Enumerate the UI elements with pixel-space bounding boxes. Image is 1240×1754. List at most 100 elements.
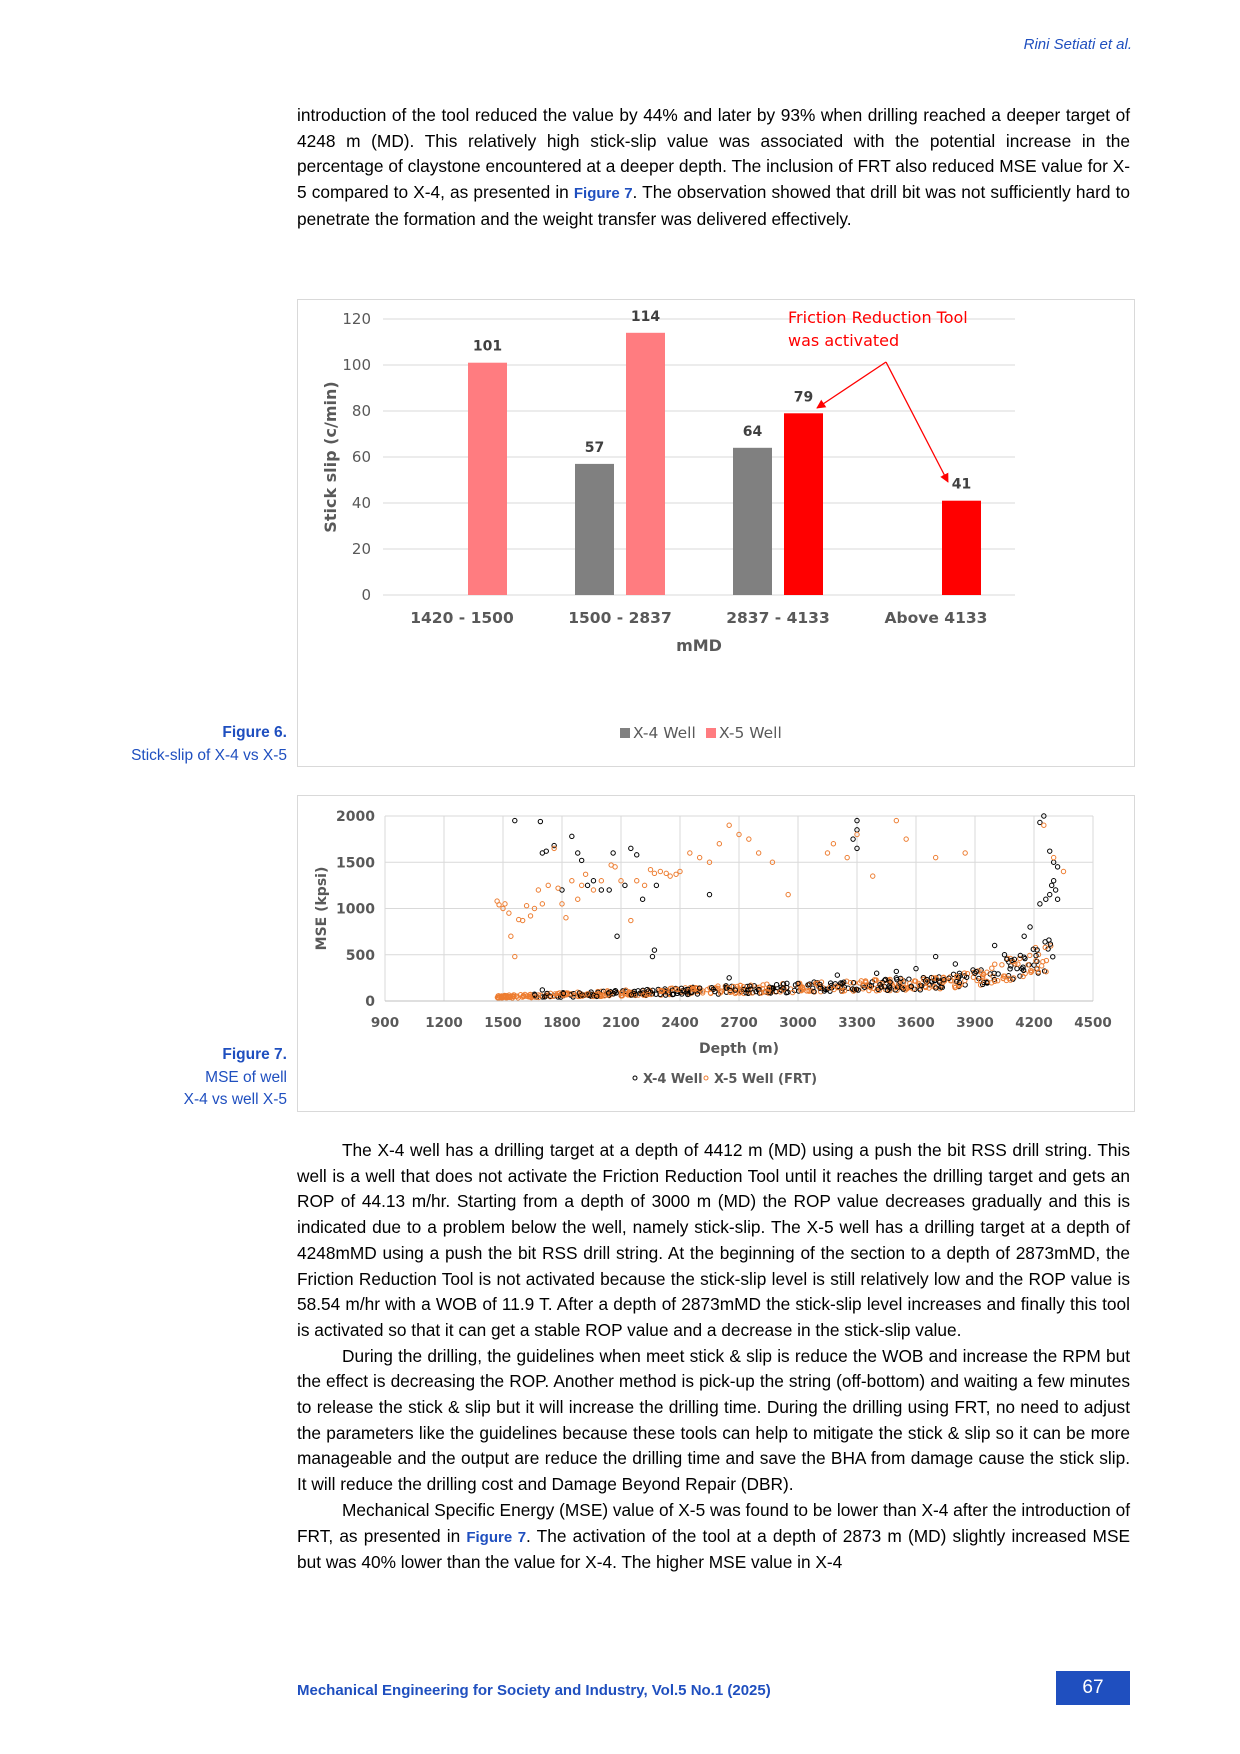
- scatter-dense-band: [494, 937, 1056, 1001]
- x5-point: [769, 859, 776, 865]
- paragraph-text-a: introduction of the tool reduced the val…: [297, 105, 1130, 203]
- x5-point: [651, 870, 658, 877]
- x4-point: [1049, 882, 1055, 889]
- x5-point: [940, 974, 947, 981]
- x4-point: [908, 983, 915, 989]
- x5-point: [1033, 958, 1039, 964]
- x4-point: [1021, 933, 1027, 939]
- x5-point: [579, 993, 585, 999]
- x4-point: [727, 987, 733, 994]
- y-tick-label: 1500: [336, 855, 375, 871]
- x4-point: [938, 984, 944, 990]
- x5-point: [839, 988, 846, 994]
- x4-point: [853, 986, 860, 992]
- x4-point: [941, 977, 947, 983]
- x4-point: [747, 983, 753, 989]
- legend-swatch-1: [706, 728, 716, 738]
- annotation-line-1: Friction Reduction Tool: [788, 308, 968, 327]
- x5-point: [527, 913, 534, 919]
- data-label: 114: [631, 309, 660, 325]
- y-tick-label: 2000: [336, 809, 375, 825]
- bar-x-4-well-1: [575, 463, 614, 595]
- x-tick-label: 4500: [1074, 1015, 1112, 1031]
- x-tick-label: Above 4133: [885, 609, 988, 627]
- x5-point: [706, 859, 713, 865]
- x4-point: [897, 979, 903, 985]
- x5-point: [1028, 969, 1034, 976]
- x4-point: [1050, 954, 1056, 960]
- x4-point: [932, 953, 939, 960]
- x5-point: [930, 975, 937, 981]
- x5-point: [1015, 961, 1021, 967]
- x5-point: [947, 974, 953, 980]
- legend-label-x5: X-5 Well (FRT): [714, 1072, 817, 1087]
- x4-point: [684, 991, 691, 998]
- x4-point: [605, 990, 612, 996]
- x5-point: [926, 985, 932, 991]
- x5-point: [700, 988, 706, 994]
- x4-point: [805, 982, 811, 988]
- x4-point: [962, 982, 968, 988]
- x5-point: [498, 993, 504, 1000]
- x5-point: [961, 970, 968, 976]
- paragraph-stick-slip: introduction of the tool reduced the val…: [297, 103, 1130, 233]
- x5-point: [835, 984, 841, 991]
- paragraph-mse: Mechanical Specific Energy (MSE) value o…: [297, 1498, 1130, 1576]
- x4-point: [712, 988, 718, 995]
- legend-marker-x5: [703, 1075, 709, 1081]
- paragraph-x4-well: The X-4 well has a drilling target at a …: [297, 1140, 1130, 1340]
- x5-point: [519, 917, 526, 924]
- x5-point: [500, 905, 506, 912]
- x5-point: [539, 901, 546, 907]
- paragraph-text-b: . The observation showed that drill bit …: [297, 182, 1130, 229]
- x4-point: [1017, 952, 1024, 959]
- paragraph-mse-text-a: Mechanical Specific Energy (MSE) value o…: [297, 1499, 1130, 1546]
- x4-point: [551, 842, 557, 849]
- paragraph-guidelines: During the drilling, the guidelines when…: [297, 1345, 1130, 1495]
- x4-point: [1020, 967, 1027, 973]
- x-tick-label: 1500: [484, 1015, 522, 1031]
- x4-point: [543, 848, 549, 854]
- x5-point: [870, 873, 876, 879]
- x4-point: [1027, 924, 1033, 930]
- x4-point: [634, 852, 640, 858]
- x5-point: [830, 841, 837, 847]
- x4-point: [991, 970, 997, 977]
- x4-point: [542, 994, 548, 1000]
- x5-point: [862, 979, 868, 985]
- figure-7-reference[interactable]: Figure 7: [573, 185, 633, 203]
- x5-point: [1041, 822, 1047, 828]
- series-0: [512, 813, 1061, 993]
- x5-point: [847, 980, 854, 986]
- x4-point: [1037, 901, 1043, 907]
- x4-point: [795, 980, 801, 987]
- x5-point: [789, 989, 796, 996]
- x4-point: [913, 965, 919, 972]
- x5-point: [673, 871, 679, 877]
- x5-point: [1027, 952, 1033, 959]
- x5-point: [866, 987, 872, 994]
- x5-point: [699, 990, 706, 996]
- x4-point: [770, 985, 777, 992]
- x4-point: [1045, 946, 1051, 952]
- y-axis-title: Stick slip (c/min): [321, 381, 340, 532]
- figure-7-reference-2[interactable]: Figure 7: [466, 1528, 527, 1546]
- x4-point: [906, 976, 912, 982]
- data-label: 57: [585, 440, 604, 456]
- x5-point: [841, 987, 848, 994]
- y-tick-label: 1000: [336, 902, 375, 918]
- x4-point: [694, 991, 701, 997]
- y-tick-label: 100: [342, 356, 371, 374]
- x5-point: [932, 854, 939, 861]
- bar-x-5-well-3: [942, 500, 981, 595]
- x4-point: [590, 878, 597, 884]
- x4-point: [1037, 819, 1043, 826]
- x5-point: [726, 822, 732, 828]
- x4-point: [635, 988, 641, 994]
- x4-point: [839, 980, 845, 987]
- x5-point: [764, 981, 770, 987]
- x5-point: [582, 871, 589, 877]
- annotation-arrow-1: [816, 361, 887, 409]
- x5-point: [647, 866, 654, 873]
- x5-point: [746, 836, 752, 842]
